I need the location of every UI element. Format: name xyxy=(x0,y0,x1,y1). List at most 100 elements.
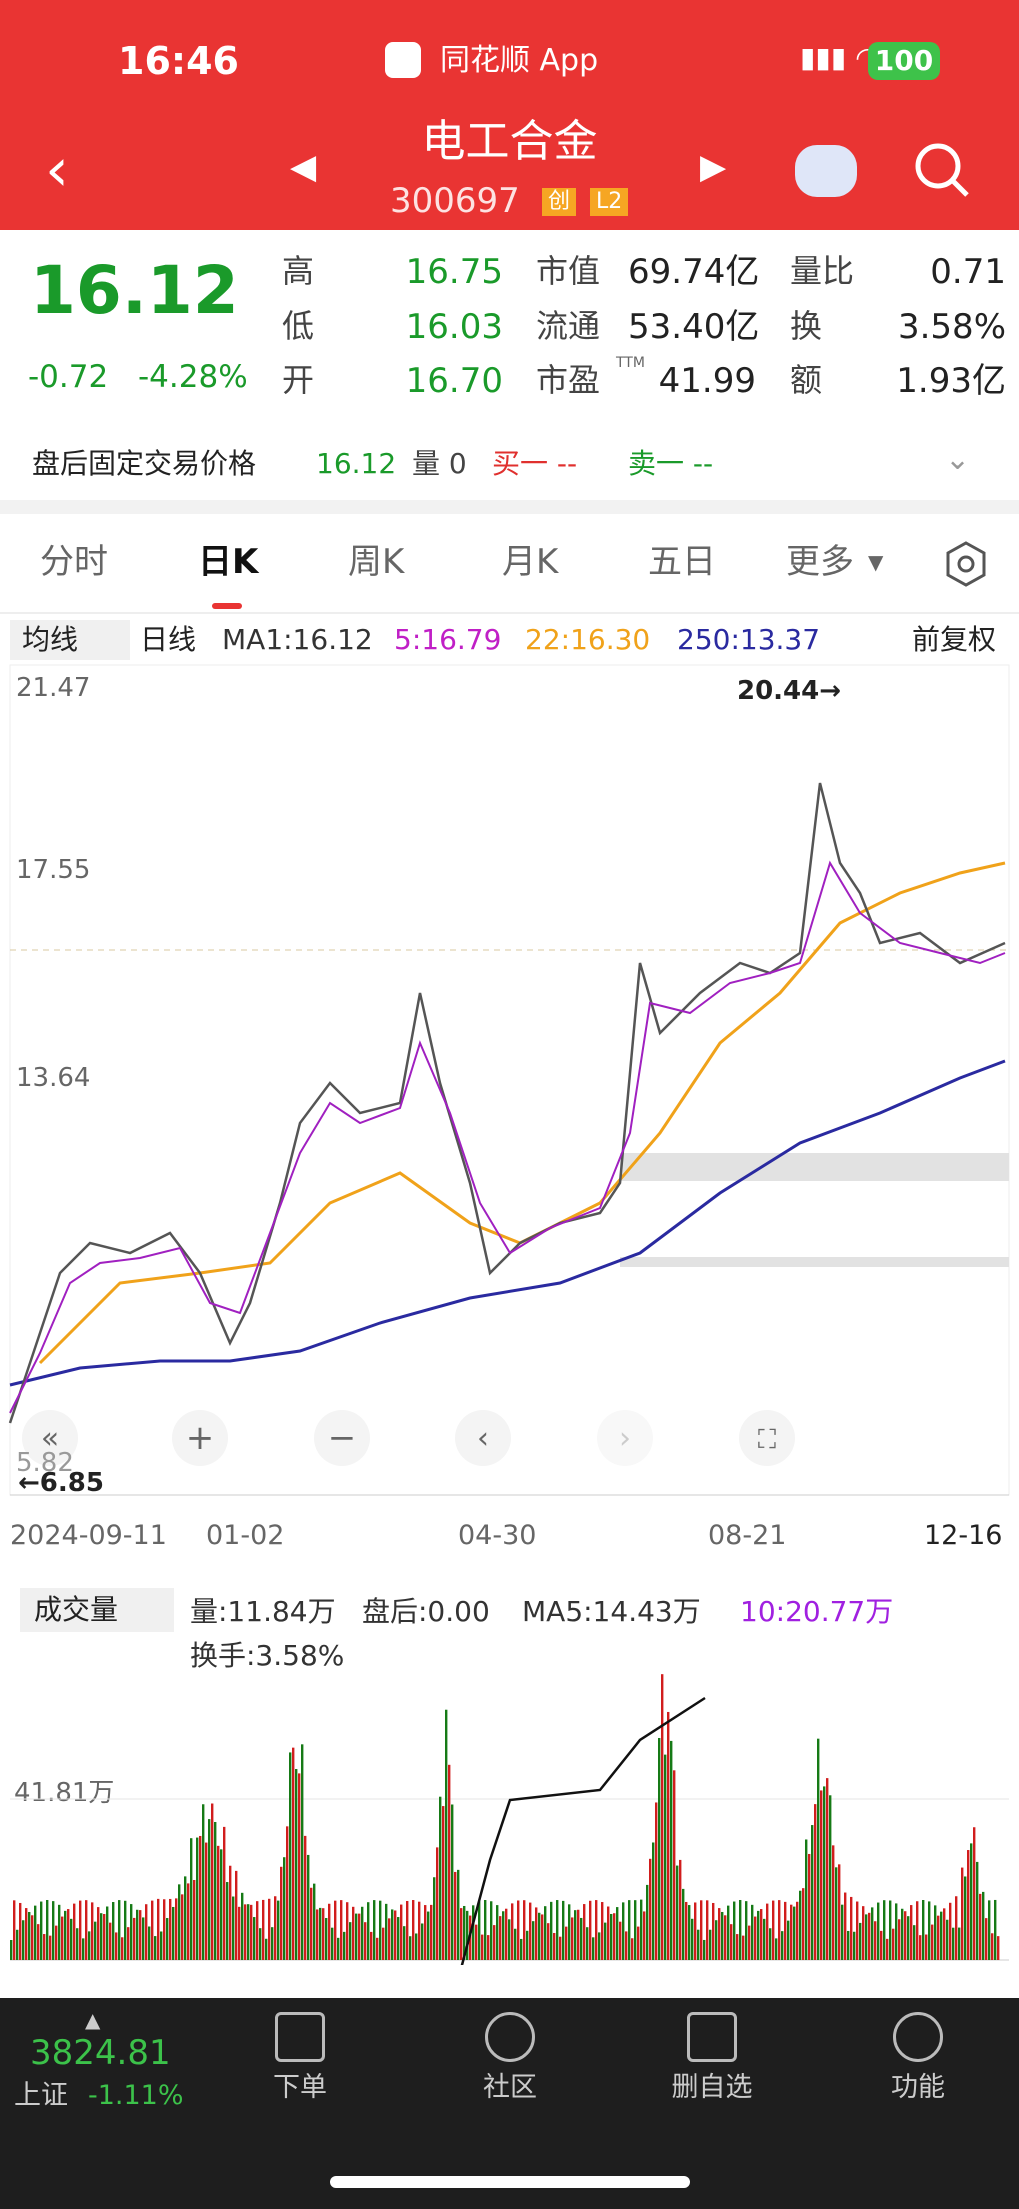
volume-bar xyxy=(307,1854,310,1960)
svg-text:‹: ‹ xyxy=(477,1421,489,1456)
chart-frame xyxy=(9,664,1010,1496)
volume-bar xyxy=(973,1827,976,1960)
stat-value: 1.93亿 xyxy=(896,361,1006,401)
volume-bar xyxy=(241,1892,244,1960)
volume-bar xyxy=(565,1926,568,1960)
volume-bar xyxy=(922,1900,925,1960)
stat-sup: TTM xyxy=(616,355,645,371)
volume-bar xyxy=(892,1928,895,1960)
vol-ma5: MA5:14.43万 xyxy=(522,1595,701,1628)
volume-bar xyxy=(217,1845,220,1960)
volume-bar xyxy=(301,1744,304,1960)
nav-label[interactable]: 下单 xyxy=(273,2072,327,2103)
volume-bar xyxy=(838,1864,841,1960)
volume-bar xyxy=(883,1900,886,1960)
volume-bar xyxy=(40,1901,43,1960)
volume-bar xyxy=(277,1900,280,1960)
tab[interactable]: 分时 xyxy=(40,542,108,582)
ma250: 250:13.37 xyxy=(677,623,821,656)
volume-bar xyxy=(187,1883,190,1960)
stat-label: 高 xyxy=(282,252,315,290)
stat-value: 41.99 xyxy=(658,361,756,401)
nav-label[interactable]: 删自选 xyxy=(671,2072,753,2103)
volume-bar xyxy=(58,1904,61,1960)
nav-icon[interactable] xyxy=(893,2012,943,2062)
stat-value: 16.03 xyxy=(405,307,503,347)
volume-bar xyxy=(346,1902,349,1960)
toolbar: « + − ‹ › ⛶ xyxy=(22,1410,795,1466)
next-stock[interactable]: ▶ xyxy=(700,147,727,187)
volume-bar xyxy=(94,1921,97,1960)
volume-bar xyxy=(439,1796,442,1960)
stat-value: 16.70 xyxy=(405,361,503,401)
svg-text:›: › xyxy=(619,1421,631,1456)
adjust[interactable]: 前复权 xyxy=(912,623,997,656)
settings-icon[interactable] xyxy=(942,540,990,588)
volume-bar xyxy=(196,1837,199,1960)
volume-bar xyxy=(256,1901,259,1960)
volume-bar xyxy=(532,1921,535,1960)
volume-bar xyxy=(538,1912,541,1960)
vol-dropdown-bg[interactable] xyxy=(20,1588,174,1632)
volume-bar xyxy=(334,1900,337,1960)
volume-bar xyxy=(304,1835,307,1960)
tab[interactable]: 日K xyxy=(198,542,259,582)
volume-bar xyxy=(844,1892,847,1960)
volume-bar xyxy=(931,1924,934,1960)
volume-bar xyxy=(592,1937,595,1960)
nav-icon[interactable] xyxy=(687,2012,737,2062)
volume-bar xyxy=(535,1907,538,1960)
volume-bar xyxy=(568,1904,571,1960)
volume-bar xyxy=(385,1903,388,1960)
tab[interactable]: 五日 xyxy=(648,542,716,582)
volume-bar xyxy=(169,1898,172,1960)
volume-bar xyxy=(466,1910,469,1960)
search-icon[interactable] xyxy=(912,140,972,200)
volume-bar xyxy=(79,1900,82,1960)
tab[interactable]: 更多 xyxy=(786,542,854,582)
ma-dropdown[interactable]: 均线 xyxy=(22,623,79,656)
robot-icon[interactable] xyxy=(795,145,857,197)
volume-bar xyxy=(820,1790,823,1960)
volume-bar xyxy=(865,1914,868,1960)
nav-label[interactable]: 社区 xyxy=(483,2072,537,2103)
volume-bar xyxy=(364,1922,367,1960)
volume-bar xyxy=(427,1911,430,1960)
vol-dropdown[interactable]: 成交量 xyxy=(34,1593,119,1626)
separator xyxy=(0,500,1019,514)
ma-dropdown-bg[interactable] xyxy=(10,620,130,660)
volume-bar xyxy=(667,1711,670,1960)
stat-label: 市盈 xyxy=(536,361,601,399)
volume-bar xyxy=(688,1905,691,1960)
volume-bar xyxy=(727,1905,730,1960)
volume-bar xyxy=(70,1918,73,1960)
back-button[interactable]: ‹ xyxy=(45,135,69,205)
volume-bar xyxy=(91,1902,94,1960)
volume-bar xyxy=(544,1906,547,1960)
prev-stock[interactable]: ◀ xyxy=(290,147,317,187)
index-value[interactable]: 3824.81 xyxy=(30,2033,171,2073)
stat-label: 市值 xyxy=(536,252,601,290)
volume-bar xyxy=(814,1804,817,1960)
nav-label[interactable]: 功能 xyxy=(891,2072,945,2103)
volume-bar xyxy=(718,1908,721,1960)
nav-icon[interactable] xyxy=(485,2012,535,2062)
volume-bar xyxy=(376,1937,379,1960)
volume-bar xyxy=(790,1904,793,1960)
tab[interactable]: 月K xyxy=(502,542,559,582)
volume-bar xyxy=(109,1922,112,1960)
tab[interactable]: 周K xyxy=(348,542,405,582)
volume-bar xyxy=(607,1906,610,1960)
volume-bar xyxy=(919,1935,922,1960)
volume-bar xyxy=(415,1933,418,1960)
volume-bar xyxy=(298,1773,301,1960)
after-hours-volume: 量 0 xyxy=(412,447,467,480)
volume-bar xyxy=(481,1934,484,1960)
volume-bar xyxy=(982,1891,985,1960)
volume-bar xyxy=(934,1905,937,1960)
nav-icon[interactable] xyxy=(275,2012,325,2062)
index-change: -1.11% xyxy=(88,2080,184,2111)
volume-bar xyxy=(424,1905,427,1960)
volume-bar xyxy=(712,1902,715,1960)
expand[interactable]: ⌄ xyxy=(945,442,971,477)
